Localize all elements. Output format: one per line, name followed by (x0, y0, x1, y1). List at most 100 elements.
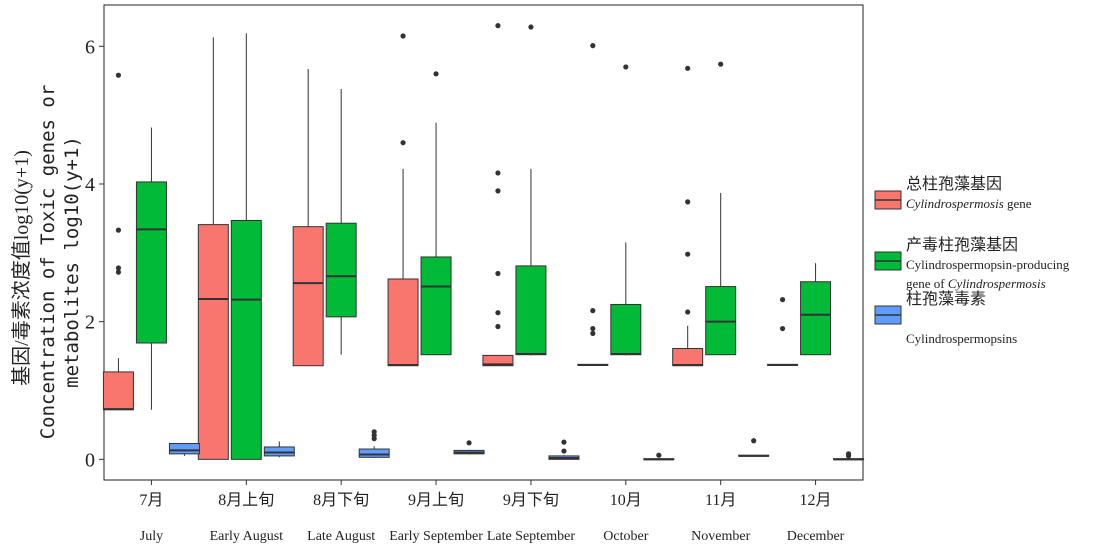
outlier-point (751, 438, 757, 444)
y-tick-label: 2 (85, 312, 95, 334)
axes: 0 2 4 6 7月 July 8月上旬 Early August 8月下旬 Late Augus… (85, 36, 845, 544)
box-body (672, 348, 704, 367)
box-1-0 (135, 127, 167, 410)
x-tick-label-cn: 9月上旬 (408, 491, 464, 509)
y-axis-label-cn: 基因/毒素浓度值log10(y+1) (10, 150, 33, 386)
x-tick-label-cn: 9月下旬 (503, 491, 559, 509)
legend-item-1: 产毒柱孢藻基因 Cylindrospermopsin-producing gene … (874, 236, 1070, 291)
outlier-point (656, 452, 662, 458)
outlier-point (371, 429, 377, 435)
box-1-5 (610, 64, 642, 356)
box-0-7 (767, 297, 799, 367)
outlier-point (115, 269, 122, 275)
outlier-point (495, 23, 501, 29)
box-body (135, 181, 167, 344)
outlier-point (115, 72, 122, 78)
y-tick-label: 6 (85, 36, 95, 58)
x-tick-label-cn: 8月上旬 (218, 491, 274, 509)
outlier-point (623, 64, 629, 70)
x-tick-label-cn: 12月 (800, 492, 832, 509)
outlier-point (590, 43, 596, 49)
box-body (292, 226, 324, 367)
outlier-point (433, 71, 439, 77)
box-2-2 (358, 429, 390, 458)
outlier-point (495, 170, 501, 176)
box-2-6 (738, 438, 770, 457)
box-2-4 (548, 439, 580, 460)
box-0-1 (197, 37, 229, 460)
outlier-point (495, 310, 501, 316)
x-tick-label-en: Late September (487, 529, 576, 544)
plot-area (102, 4, 865, 481)
outlier-point (466, 440, 472, 446)
outlier-point (400, 33, 406, 39)
y-axis-label-en-line1: Concentration of Toxic genes or (37, 85, 59, 440)
outlier-point (590, 330, 596, 336)
panel-border (103, 4, 864, 481)
outlier-point (400, 140, 406, 146)
box-body (482, 354, 514, 367)
box-2-0 (168, 443, 200, 456)
outlier-point (685, 199, 691, 205)
box-body (515, 265, 547, 356)
box-body (705, 286, 737, 356)
box-1-3 (420, 71, 452, 356)
box-2-7 (833, 451, 865, 461)
outlier-point (779, 297, 786, 303)
box-body (420, 256, 452, 356)
x-tick-label-en: Early August (210, 529, 284, 544)
outlier-point (528, 24, 534, 30)
box-body (197, 224, 229, 460)
box-body (230, 219, 262, 460)
x-tick-label-en: December (787, 529, 845, 544)
box-body (387, 278, 419, 367)
legend: 总柱孢藻基因 Cylindrospermosis gene 产毒柱孢藻基因 Cylin… (874, 175, 1070, 346)
x-tick-label-cn: 7月 (139, 492, 163, 509)
x-tick-label-cn: 8月下旬 (313, 491, 369, 509)
outlier-point (561, 439, 567, 445)
box-body (168, 443, 200, 455)
outlier-point (495, 188, 501, 194)
outlier-point (718, 61, 724, 67)
outlier-point (495, 323, 501, 330)
box-0-4 (482, 23, 514, 367)
outlier-point (845, 451, 852, 457)
legend-label-cn: 柱孢藻毒素 (906, 290, 986, 308)
x-tick-label-en: July (140, 529, 163, 544)
outlier-point (590, 308, 596, 314)
x-tick-label-cn: 11月 (705, 492, 736, 509)
box-body (358, 448, 390, 458)
box-body (325, 222, 357, 318)
outlier-point (685, 309, 691, 315)
box-2-1 (263, 441, 295, 458)
box-1-4 (515, 24, 547, 356)
outlier-point (779, 325, 786, 332)
x-tick-label-en: October (603, 529, 648, 544)
box-1-6 (705, 61, 737, 356)
x-tick-label-en: November (691, 529, 750, 544)
y-axis-title: 基因/毒素浓度值log10(y+1) Concentration of Toxi… (10, 85, 83, 440)
box-0-0 (102, 72, 134, 411)
y-tick-label: 4 (85, 174, 95, 196)
x-tick-label-cn: 10月 (610, 492, 642, 509)
outlier-point (561, 448, 567, 454)
box-0-5 (577, 43, 609, 367)
box-2-5 (643, 452, 675, 461)
outlier-point (685, 65, 691, 71)
legend-label-cn: 总柱孢藻基因 (906, 175, 1002, 193)
y-axis-label-en-line2: metabolites log10(y+1) (61, 136, 83, 388)
outlier-point (115, 265, 122, 271)
legend-label-cn: 产毒柱孢藻基因 (906, 236, 1018, 254)
box-2-3 (453, 440, 485, 455)
box-1-7 (800, 263, 832, 356)
box-body (263, 446, 295, 457)
legend-label-en-line2: gene of Cylindrospermosis (906, 276, 1046, 291)
box-body (800, 281, 832, 356)
y-tick-label: 0 (85, 449, 95, 471)
legend-label-en: Cylindrospermosis gene (906, 196, 1032, 211)
legend-label-en: Cylindrospermopsins (906, 331, 1017, 346)
x-tick-label-en: Early September (389, 529, 483, 544)
box-0-6 (672, 65, 704, 367)
box-body (102, 371, 134, 411)
